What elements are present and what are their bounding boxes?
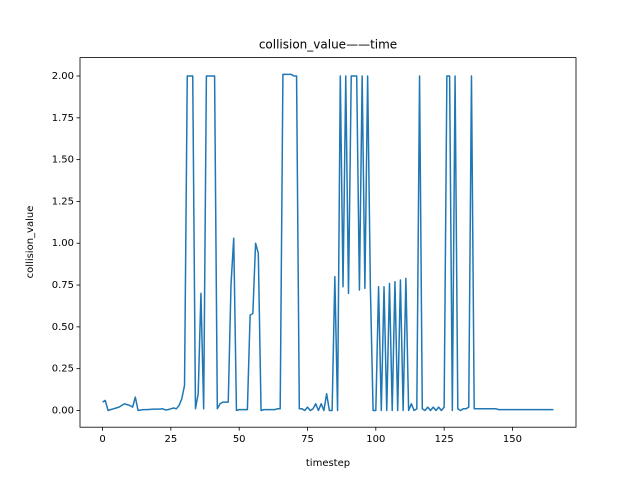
- y-tick-label: 0.00: [52, 405, 74, 416]
- x-tick-label: 100: [366, 434, 385, 445]
- y-tick-label: 1.25: [52, 196, 74, 207]
- y-tick-label: 0.25: [52, 364, 74, 375]
- y-tick-label: 2.00: [52, 71, 74, 82]
- y-tick-label: 0.50: [52, 322, 74, 333]
- y-tick-label: 0.75: [52, 280, 74, 291]
- x-tick-label: 75: [301, 434, 314, 445]
- x-tick-label: 150: [503, 434, 522, 445]
- x-tick-label: 125: [435, 434, 454, 445]
- plot-frame: [79, 57, 577, 428]
- x-tick-label: 25: [164, 434, 177, 445]
- x-axis-label: timestep: [306, 458, 350, 469]
- y-tick-label: 1.50: [52, 155, 74, 166]
- y-tick-label: 1.00: [52, 238, 74, 249]
- data-line: [102, 73, 554, 412]
- y-tick-label: 1.75: [52, 113, 74, 124]
- y-axis-label: collision_value: [25, 206, 36, 279]
- x-tick-label: 50: [233, 434, 246, 445]
- x-tick-label: 0: [99, 434, 105, 445]
- chart-title: collision_value——time: [259, 38, 397, 52]
